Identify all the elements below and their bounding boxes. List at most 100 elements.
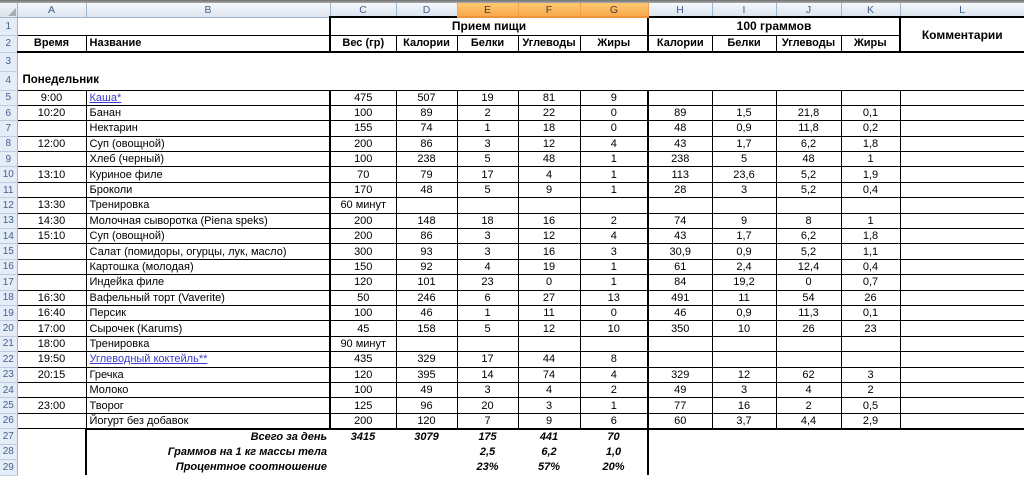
- cell-D15[interactable]: 93: [395, 243, 458, 260]
- cell-G22[interactable]: 8: [579, 351, 649, 368]
- row-header-12[interactable]: 12: [0, 197, 18, 214]
- cell-E22[interactable]: 17: [456, 351, 519, 368]
- cell-D29[interactable]: [396, 460, 457, 476]
- cell-J6[interactable]: 21,8: [775, 104, 842, 122]
- cell-C11[interactable]: 170: [329, 181, 397, 199]
- cell-E12[interactable]: [456, 197, 519, 214]
- cell-D10[interactable]: 79: [395, 166, 458, 183]
- cell-K21[interactable]: [840, 335, 901, 353]
- cell-F14[interactable]: 12: [517, 228, 581, 245]
- cell-I14[interactable]: 1,7: [711, 228, 777, 245]
- cell-D21[interactable]: [395, 335, 458, 353]
- cell-F28[interactable]: 6,2: [541, 445, 557, 458]
- cell-L21[interactable]: [899, 335, 1024, 353]
- cell-L12[interactable]: [899, 197, 1024, 214]
- row-header-21[interactable]: 21: [0, 336, 18, 353]
- cell-E18[interactable]: 6: [456, 289, 519, 306]
- cell-J20[interactable]: 26: [775, 320, 842, 337]
- cell-L15[interactable]: [899, 243, 1024, 260]
- cell-J17[interactable]: 0: [775, 274, 842, 291]
- cell-J9[interactable]: 48: [775, 151, 842, 168]
- cell-E26[interactable]: 7: [456, 412, 519, 430]
- cell-E14[interactable]: 3: [456, 228, 519, 245]
- cell-I26[interactable]: 3,7: [711, 412, 777, 430]
- row-header-18[interactable]: 18: [0, 290, 18, 306]
- cell-K13[interactable]: 1: [840, 212, 901, 230]
- cell-J22[interactable]: [775, 351, 842, 368]
- cell-C9[interactable]: 100: [329, 151, 397, 168]
- cell-F11[interactable]: 9: [517, 181, 581, 199]
- row-header-17[interactable]: 17: [0, 274, 18, 291]
- cell-D26[interactable]: 120: [395, 412, 458, 430]
- cell-C5[interactable]: 475: [329, 89, 397, 106]
- cell-K7[interactable]: 0,2: [840, 120, 901, 137]
- cell-C12[interactable]: 60 минут: [329, 197, 397, 214]
- cell-F10[interactable]: 4: [517, 166, 581, 183]
- row-header-3[interactable]: 3: [0, 52, 18, 72]
- cell-H23[interactable]: 329: [647, 366, 713, 383]
- cell-E6[interactable]: 2: [456, 104, 519, 122]
- cell-B11[interactable]: Броколи: [85, 181, 331, 199]
- cell-A2[interactable]: Время: [16, 34, 87, 53]
- cell-G20[interactable]: 10: [579, 320, 649, 337]
- cell-G18[interactable]: 13: [579, 289, 649, 306]
- cell-C25[interactable]: 125: [329, 397, 397, 414]
- cell-G15[interactable]: 3: [579, 243, 649, 260]
- cell-J15[interactable]: 5,2: [775, 243, 842, 260]
- row-header-20[interactable]: 20: [0, 320, 18, 337]
- cell-D18[interactable]: 246: [395, 289, 458, 306]
- column-header-E[interactable]: E: [457, 3, 519, 18]
- cell-F29[interactable]: 57%: [537, 461, 561, 474]
- cell-C2[interactable]: Вес (гр): [329, 34, 397, 53]
- cell-A12[interactable]: 13:30: [16, 197, 87, 214]
- cell-K17[interactable]: 0,7: [840, 274, 901, 291]
- cell-F8[interactable]: 12: [517, 135, 581, 153]
- cell-E8[interactable]: 3: [456, 135, 519, 153]
- cell-K8[interactable]: 1,8: [840, 135, 901, 153]
- cell-F6[interactable]: 22: [517, 104, 581, 122]
- cell-L9[interactable]: [899, 151, 1024, 168]
- row-header-24[interactable]: 24: [0, 382, 18, 399]
- column-header-D[interactable]: D: [396, 3, 458, 18]
- cell-C7[interactable]: 155: [329, 120, 397, 137]
- cell-F25[interactable]: 3: [517, 397, 581, 414]
- cell-D19[interactable]: 46: [395, 304, 458, 322]
- cell-A17[interactable]: [16, 274, 87, 291]
- cell-G13[interactable]: 2: [579, 212, 649, 230]
- cell-I21[interactable]: [711, 335, 777, 353]
- cell-L16[interactable]: [899, 258, 1024, 276]
- cell-B12[interactable]: Тренировка: [85, 197, 331, 214]
- cell-L20[interactable]: [899, 320, 1024, 337]
- cell-G12[interactable]: [579, 197, 649, 214]
- cell-L7[interactable]: [899, 120, 1024, 137]
- cell-D16[interactable]: 92: [395, 258, 458, 276]
- cell-E23[interactable]: 14: [456, 366, 519, 383]
- cell-F21[interactable]: [517, 335, 581, 353]
- cell-D5[interactable]: 507: [395, 89, 458, 106]
- column-header-A[interactable]: A: [17, 3, 87, 18]
- cell-J12[interactable]: [775, 197, 842, 214]
- cell-F27[interactable]: 441: [518, 427, 580, 445]
- cell-J2[interactable]: Углеводы: [775, 34, 842, 53]
- cell-C8[interactable]: 200: [329, 135, 397, 153]
- cell-D9[interactable]: 238: [395, 151, 458, 168]
- cell-J23[interactable]: 62: [775, 366, 842, 383]
- cell-E27[interactable]: 175: [457, 427, 518, 445]
- cell-H9[interactable]: 238: [647, 151, 713, 168]
- cell-H21[interactable]: [647, 335, 713, 353]
- cell-C29[interactable]: [330, 460, 396, 476]
- cell-H2[interactable]: Калории: [647, 34, 713, 53]
- cell-A28[interactable]: [17, 444, 86, 460]
- cell-A16[interactable]: [16, 258, 87, 276]
- cell-H6[interactable]: 89: [647, 104, 713, 122]
- cell-K11[interactable]: 0,4: [840, 181, 901, 199]
- cell-H17[interactable]: 84: [647, 274, 713, 291]
- cell-K10[interactable]: 1,9: [840, 166, 901, 183]
- row-header-19[interactable]: 19: [0, 305, 18, 322]
- cell-I13[interactable]: 9: [711, 212, 777, 230]
- cell-H25[interactable]: 77: [647, 397, 713, 414]
- header-meal-group[interactable]: Прием пищи: [329, 16, 649, 36]
- cell-A18[interactable]: 16:30: [16, 289, 87, 306]
- cell-D28[interactable]: [396, 444, 457, 460]
- cell-E10[interactable]: 17: [456, 166, 519, 183]
